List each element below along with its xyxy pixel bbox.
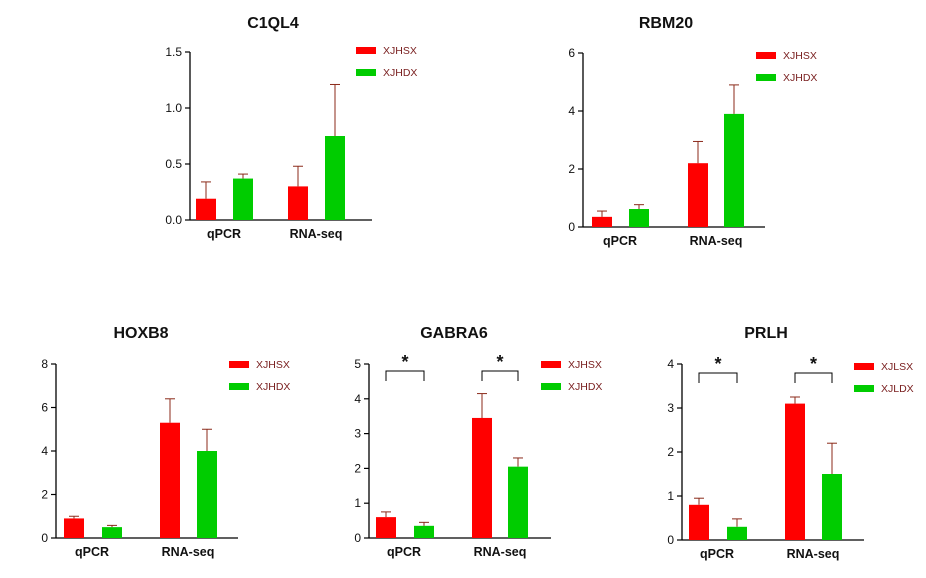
bar-xjhsx-rna-seq <box>288 186 308 220</box>
legend-swatch <box>229 383 249 390</box>
significance-star: * <box>714 354 721 374</box>
bar-xjhdx-rna-seq <box>508 466 528 538</box>
chart-panel-2: HOXB8 0 2 4 6 8 qPCR RNA-seq XJHSX XJHDX <box>41 325 290 559</box>
y-tick-label: 6 <box>41 401 48 415</box>
chart-title: PRLH <box>744 325 788 342</box>
bar-xjhdx-qpcr <box>102 527 122 538</box>
bar-xjlsx-rna-seq <box>785 403 805 540</box>
category-label: RNA-seq <box>162 545 215 559</box>
y-tick-label: 0.0 <box>165 213 182 227</box>
bar-xjlsx-qpcr <box>689 504 709 540</box>
category-label: RNA-seq <box>787 547 840 561</box>
bar-xjldx-rna-seq <box>822 474 842 540</box>
y-tick-label: 1 <box>667 489 674 503</box>
y-tick-label: 2 <box>667 445 674 459</box>
y-tick-label: 3 <box>354 427 361 441</box>
y-tick-label: 5 <box>354 357 361 371</box>
bar-xjhdx-qpcr <box>629 209 649 227</box>
category-label: qPCR <box>75 545 109 559</box>
significance-bracket <box>385 370 425 381</box>
bar-xjhdx-rna-seq <box>325 136 345 220</box>
category-label: qPCR <box>700 547 734 561</box>
y-tick-label: 2 <box>354 461 361 475</box>
bar-xjhsx-rna-seq <box>160 422 180 538</box>
category-label: qPCR <box>207 227 241 241</box>
legend-swatch <box>356 69 376 76</box>
legend-label: XJLSX <box>881 361 913 373</box>
category-label: qPCR <box>603 234 637 248</box>
legend-label: XJHDX <box>783 72 817 84</box>
bar-xjhsx-qpcr <box>592 216 612 227</box>
y-tick-label: 2 <box>41 488 48 502</box>
y-tick-label: 4 <box>354 392 361 406</box>
y-tick-label: 1 <box>354 496 361 510</box>
legend-swatch <box>229 361 249 368</box>
significance-bracket <box>698 372 738 383</box>
category-label: RNA-seq <box>690 234 743 248</box>
legend-label: XJHDX <box>568 381 602 393</box>
significance-bracket <box>481 370 519 381</box>
y-tick-label: 4 <box>41 444 48 458</box>
bar-xjhsx-rna-seq <box>688 163 708 227</box>
y-tick-label: 0 <box>667 533 674 547</box>
y-tick-label: 1.0 <box>165 101 182 115</box>
y-tick-label: 3 <box>667 401 674 415</box>
legend-label: XJLDX <box>881 383 914 395</box>
bar-xjhdx-rna-seq <box>197 451 217 538</box>
legend-label: XJHDX <box>256 381 290 393</box>
y-tick-label: 0 <box>354 531 361 545</box>
y-tick-label: 8 <box>41 357 48 371</box>
legend-swatch <box>541 383 561 390</box>
bar-xjhsx-qpcr <box>64 518 84 538</box>
chart-panel-0: C1QL4 0.0 0.5 1.0 1.5 qPCR RNA-seq XJHSX XJHDX <box>165 15 417 241</box>
y-tick-label: 6 <box>568 46 575 60</box>
category-label: RNA-seq <box>290 227 343 241</box>
y-tick-label: 4 <box>568 104 575 118</box>
y-tick-label: 0 <box>568 220 575 234</box>
legend-swatch <box>854 385 874 392</box>
y-tick-label: 0.5 <box>165 157 182 171</box>
bar-xjldx-qpcr <box>727 526 747 540</box>
bar-xjhdx-qpcr <box>233 178 253 220</box>
legend-swatch <box>356 47 376 54</box>
chart-title: HOXB8 <box>113 325 168 342</box>
chart-panel-4: PRLH 0 1 2 3 4 qPCR RNA-seq XJLSX XJLDX * * <box>667 325 913 561</box>
significance-star: * <box>810 354 817 374</box>
significance-bracket <box>794 372 833 383</box>
legend-label: XJHDX <box>383 67 417 79</box>
y-tick-label: 0 <box>41 531 48 545</box>
significance-star: * <box>401 352 408 372</box>
y-tick-label: 1.5 <box>165 45 182 59</box>
bar-xjhsx-rna-seq <box>472 417 492 538</box>
bar-xjhsx-qpcr <box>376 517 396 538</box>
legend-swatch <box>756 52 776 59</box>
legend-label: XJHSX <box>783 50 817 62</box>
legend-swatch <box>854 363 874 370</box>
chart-title: RBM20 <box>639 15 693 32</box>
legend-swatch <box>541 361 561 368</box>
chart-title: GABRA6 <box>420 325 488 342</box>
legend-label: XJHSX <box>383 45 417 57</box>
category-label: RNA-seq <box>474 545 527 559</box>
legend-swatch <box>756 74 776 81</box>
bar-xjhdx-rna-seq <box>724 113 744 227</box>
bar-xjhdx-qpcr <box>414 525 434 538</box>
category-label: qPCR <box>387 545 421 559</box>
chart-panel-3: GABRA6 0 1 2 3 4 5 qPCR RNA-seq XJHSX XJHDX * * <box>354 325 602 559</box>
legend-label: XJHSX <box>568 359 602 371</box>
chart-title: C1QL4 <box>247 15 299 32</box>
significance-star: * <box>496 352 503 372</box>
y-tick-label: 2 <box>568 162 575 176</box>
bar-xjhsx-qpcr <box>196 198 216 220</box>
y-tick-label: 4 <box>667 357 674 371</box>
chart-panel-1: RBM20 0 2 4 6 qPCR RNA-seq XJHSX XJHDX <box>568 15 817 248</box>
legend-label: XJHSX <box>256 359 290 371</box>
